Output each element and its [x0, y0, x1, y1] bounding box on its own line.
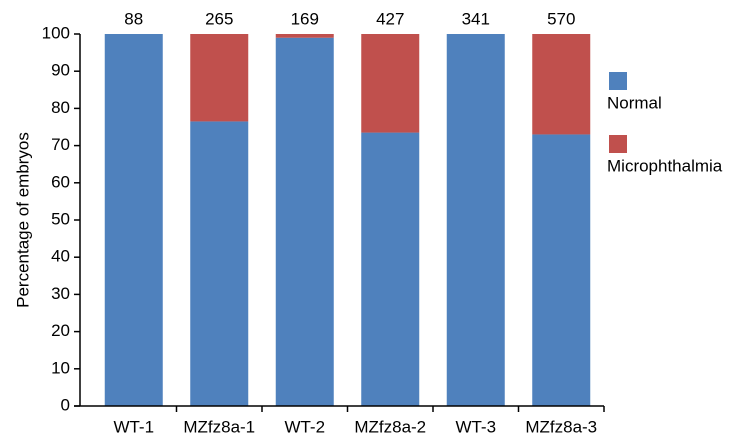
y-axis-label: Percentage of embryos	[13, 132, 32, 308]
bar-segment	[532, 134, 591, 406]
x-tick-label: WT-2	[284, 417, 325, 436]
bar-segment	[446, 34, 505, 406]
y-tick-label: 90	[51, 61, 70, 80]
bar-segment	[190, 34, 249, 122]
bar-segment	[275, 37, 334, 406]
x-tick-label: MZfz8a-3	[525, 417, 597, 436]
bar-segment	[361, 132, 420, 406]
x-tick-label: MZfz8a-2	[354, 417, 426, 436]
count-label: 88	[124, 9, 143, 28]
y-tick-label: 30	[51, 284, 70, 303]
x-tick-label: WT-1	[113, 417, 154, 436]
legend-swatch	[609, 72, 627, 90]
count-label: 169	[291, 9, 319, 28]
y-tick-label: 0	[61, 395, 70, 414]
bar-segment	[104, 34, 163, 406]
count-label: 570	[547, 9, 575, 28]
y-tick-label: 60	[51, 172, 70, 191]
y-tick-label: 70	[51, 135, 70, 154]
legend-label: Microphthalmia	[607, 156, 723, 175]
y-tick-label: 40	[51, 247, 70, 266]
count-label: 265	[205, 9, 233, 28]
count-label: 427	[376, 9, 404, 28]
bar-segment	[532, 34, 591, 135]
count-label: 341	[462, 9, 490, 28]
bar-segment	[361, 34, 420, 133]
y-tick-label: 20	[51, 321, 70, 340]
y-tick-label: 10	[51, 358, 70, 377]
bar-segment	[190, 121, 249, 407]
x-tick-label: WT-3	[455, 417, 496, 436]
bar-segment	[275, 34, 334, 38]
x-tick-label: MZfz8a-1	[183, 417, 255, 436]
y-tick-label: 100	[42, 23, 70, 42]
legend-swatch	[609, 135, 627, 153]
y-tick-label: 50	[51, 209, 70, 228]
legend-label: Normal	[607, 93, 662, 112]
y-tick-label: 80	[51, 98, 70, 117]
